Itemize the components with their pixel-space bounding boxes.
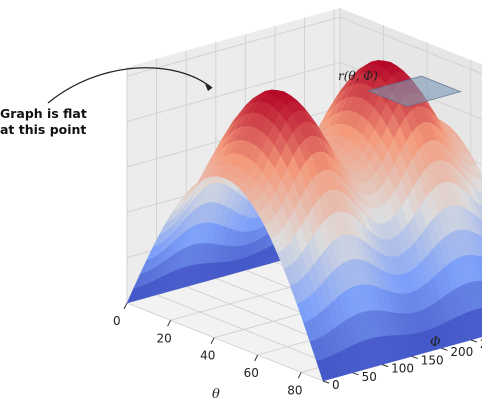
y-tick-mark xyxy=(353,373,359,375)
x-tick-mark xyxy=(255,355,258,361)
x-tick-label: 0 xyxy=(113,314,121,328)
x-tick-mark xyxy=(298,372,301,378)
x-tick-label: 40 xyxy=(200,349,215,363)
x-tick-mark xyxy=(124,303,127,309)
x-axis-label: θ xyxy=(212,387,220,402)
x-tick-mark xyxy=(168,320,171,326)
x-tick-label: 60 xyxy=(244,366,259,380)
y-tick-label: 100 xyxy=(391,362,414,376)
y-tick-label: 150 xyxy=(421,353,444,367)
function-label: r(θ, Φ) xyxy=(338,69,378,83)
annotation-line-1: Graph is flat xyxy=(0,106,87,121)
y-tick-label: 200 xyxy=(450,345,473,359)
y-tick-mark xyxy=(382,365,388,367)
annotation-line-2: at this point xyxy=(0,122,86,137)
x-tick-label: 20 xyxy=(157,331,172,345)
x-tick-label: 80 xyxy=(287,383,302,397)
y-tick-mark xyxy=(471,340,477,342)
y-axis-label: Φ xyxy=(430,335,441,350)
y-tick-label: 0 xyxy=(332,378,340,392)
y-tick-label: 50 xyxy=(362,370,377,384)
y-tick-mark xyxy=(441,348,447,350)
x-tick-mark xyxy=(211,338,214,344)
y-tick-mark xyxy=(412,356,418,358)
y-tick-mark xyxy=(323,381,329,383)
